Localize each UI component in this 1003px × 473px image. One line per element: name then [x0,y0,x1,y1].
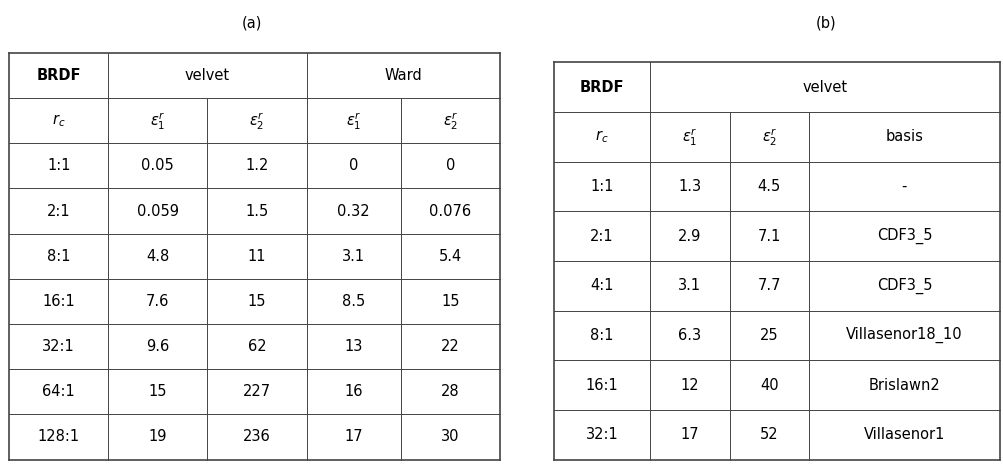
Text: CDF3_5: CDF3_5 [876,228,931,244]
Text: 1.3: 1.3 [678,179,701,194]
Text: velvet: velvet [801,79,847,95]
Text: 15: 15 [440,294,459,309]
Text: 1.2: 1.2 [245,158,269,174]
Text: $\epsilon_2^r$: $\epsilon_2^r$ [442,110,457,131]
Text: 3.1: 3.1 [342,249,365,264]
Text: 5.4: 5.4 [438,249,461,264]
Text: 0: 0 [445,158,454,174]
Text: 8.5: 8.5 [342,294,365,309]
Text: 32:1: 32:1 [42,339,75,354]
Text: 0.059: 0.059 [136,203,179,219]
Text: 40: 40 [759,377,778,393]
Text: 11: 11 [248,249,266,264]
Text: $\epsilon_1^r$: $\epsilon_1^r$ [682,126,697,148]
Text: 7.1: 7.1 [757,228,780,244]
Text: 128:1: 128:1 [37,429,79,445]
Text: 15: 15 [148,384,166,399]
Text: 25: 25 [759,328,778,343]
Text: 16:1: 16:1 [585,377,618,393]
Text: 12: 12 [680,377,699,393]
Text: (b): (b) [815,16,835,31]
Text: 4:1: 4:1 [590,278,613,293]
Text: 28: 28 [440,384,459,399]
Text: 3.1: 3.1 [678,278,701,293]
Text: 0.05: 0.05 [141,158,175,174]
Text: BRDF: BRDF [579,79,624,95]
Text: -: - [901,179,906,194]
Text: 62: 62 [248,339,266,354]
Text: 0: 0 [349,158,358,174]
Text: 52: 52 [759,427,778,442]
Text: 1:1: 1:1 [47,158,70,174]
Text: 2:1: 2:1 [590,228,613,244]
Text: $r_c$: $r_c$ [595,128,608,145]
Text: (a): (a) [242,16,262,31]
Text: 19: 19 [148,429,166,445]
Text: 7.7: 7.7 [757,278,780,293]
Text: Villasenor1: Villasenor1 [863,427,944,442]
Text: 17: 17 [344,429,363,445]
Text: 7.6: 7.6 [146,294,170,309]
Text: 4.8: 4.8 [146,249,170,264]
Text: 236: 236 [243,429,271,445]
Text: Ward: Ward [384,68,421,83]
Text: 227: 227 [243,384,271,399]
Text: 16: 16 [344,384,362,399]
Text: $\epsilon_1^r$: $\epsilon_1^r$ [150,110,165,131]
Text: 1:1: 1:1 [590,179,613,194]
Text: BRDF: BRDF [36,68,81,83]
Text: 4.5: 4.5 [757,179,780,194]
Text: 64:1: 64:1 [42,384,75,399]
Text: $\epsilon_1^r$: $\epsilon_1^r$ [346,110,361,131]
Text: basis: basis [885,129,923,144]
Text: 2.9: 2.9 [678,228,701,244]
Text: Villasenor18_10: Villasenor18_10 [846,327,962,343]
Text: 15: 15 [248,294,266,309]
Text: 8:1: 8:1 [47,249,70,264]
Text: 32:1: 32:1 [585,427,618,442]
Text: $\epsilon_2^r$: $\epsilon_2^r$ [249,110,265,131]
Text: 17: 17 [680,427,699,442]
Text: velvet: velvet [185,68,230,83]
Text: $r_c$: $r_c$ [52,113,65,129]
Text: Brislawn2: Brislawn2 [868,377,940,393]
Text: 30: 30 [440,429,459,445]
Text: CDF3_5: CDF3_5 [876,278,931,294]
Text: 22: 22 [440,339,459,354]
Text: 6.3: 6.3 [678,328,701,343]
Text: 8:1: 8:1 [590,328,613,343]
Text: 2:1: 2:1 [47,203,70,219]
Text: 13: 13 [344,339,362,354]
Text: 16:1: 16:1 [42,294,75,309]
Text: $\epsilon_2^r$: $\epsilon_2^r$ [761,126,776,148]
Text: 0.32: 0.32 [337,203,370,219]
Text: 0.076: 0.076 [429,203,471,219]
Text: 9.6: 9.6 [146,339,170,354]
Text: 1.5: 1.5 [245,203,269,219]
